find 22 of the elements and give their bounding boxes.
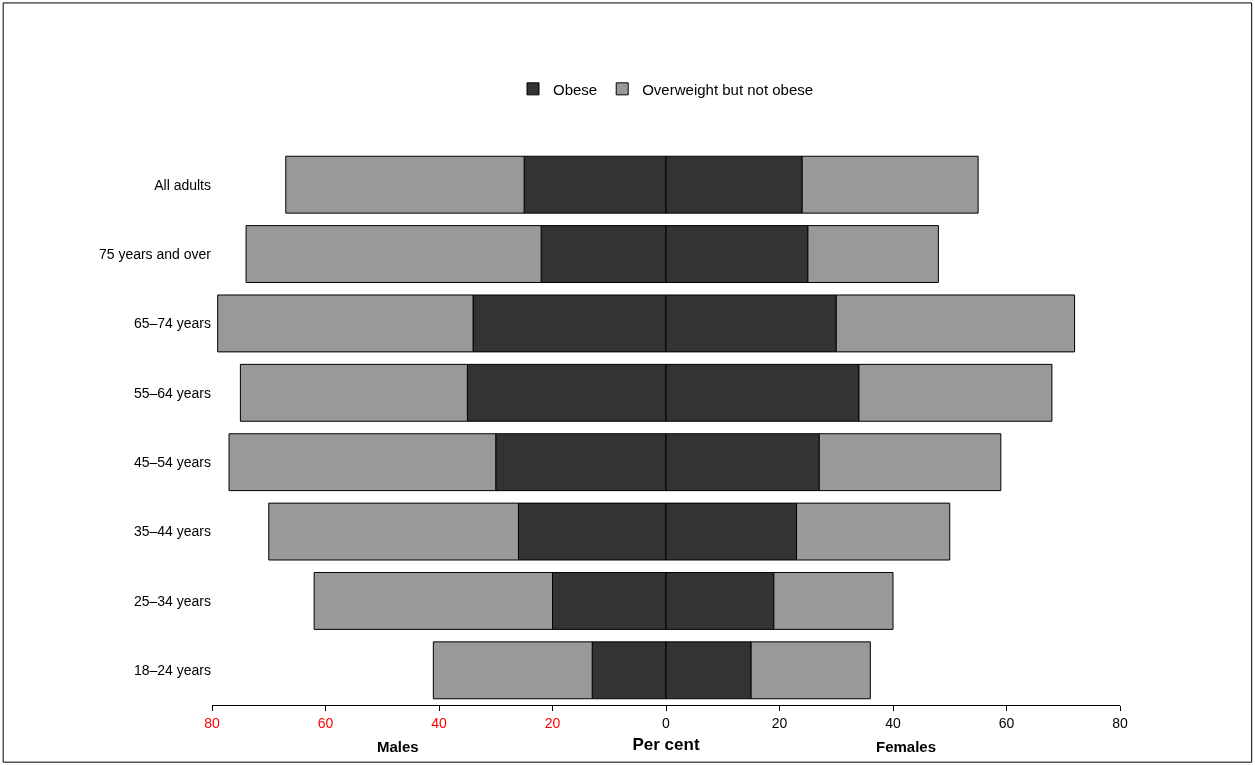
x-tick-label: 60 [998,714,1015,731]
x-axis-title: Per cent [632,735,700,755]
x-tick-label: 60 [317,714,334,731]
x-tick-label: 40 [431,714,447,731]
y-tick-label: All adults [154,176,211,193]
y-tick-label: 25–34 years [133,592,211,609]
y-tick-label: 35–44 years [133,523,211,540]
y-tick-label: 65–74 years [133,315,211,332]
y-tick-label: 75 years and over [98,245,212,262]
x-tick-label: 80 [204,714,220,731]
text: Females [876,738,937,755]
legend-label: Obese [553,80,598,98]
x-tick-label: 40 [885,714,901,731]
x-tick-label: 20 [544,714,561,731]
y-tick-label: 55–64 years [133,384,211,401]
x-tick-label: 80 [1112,714,1128,731]
text: Males [377,738,419,755]
y-tick-label: 45–54 years [133,454,211,471]
legend-label: Overweight but not obese [642,80,814,98]
y-tick-label: 18–24 years [133,662,211,679]
x-tick-label: 0 [662,714,671,731]
x-tick-label: 20 [771,714,788,731]
